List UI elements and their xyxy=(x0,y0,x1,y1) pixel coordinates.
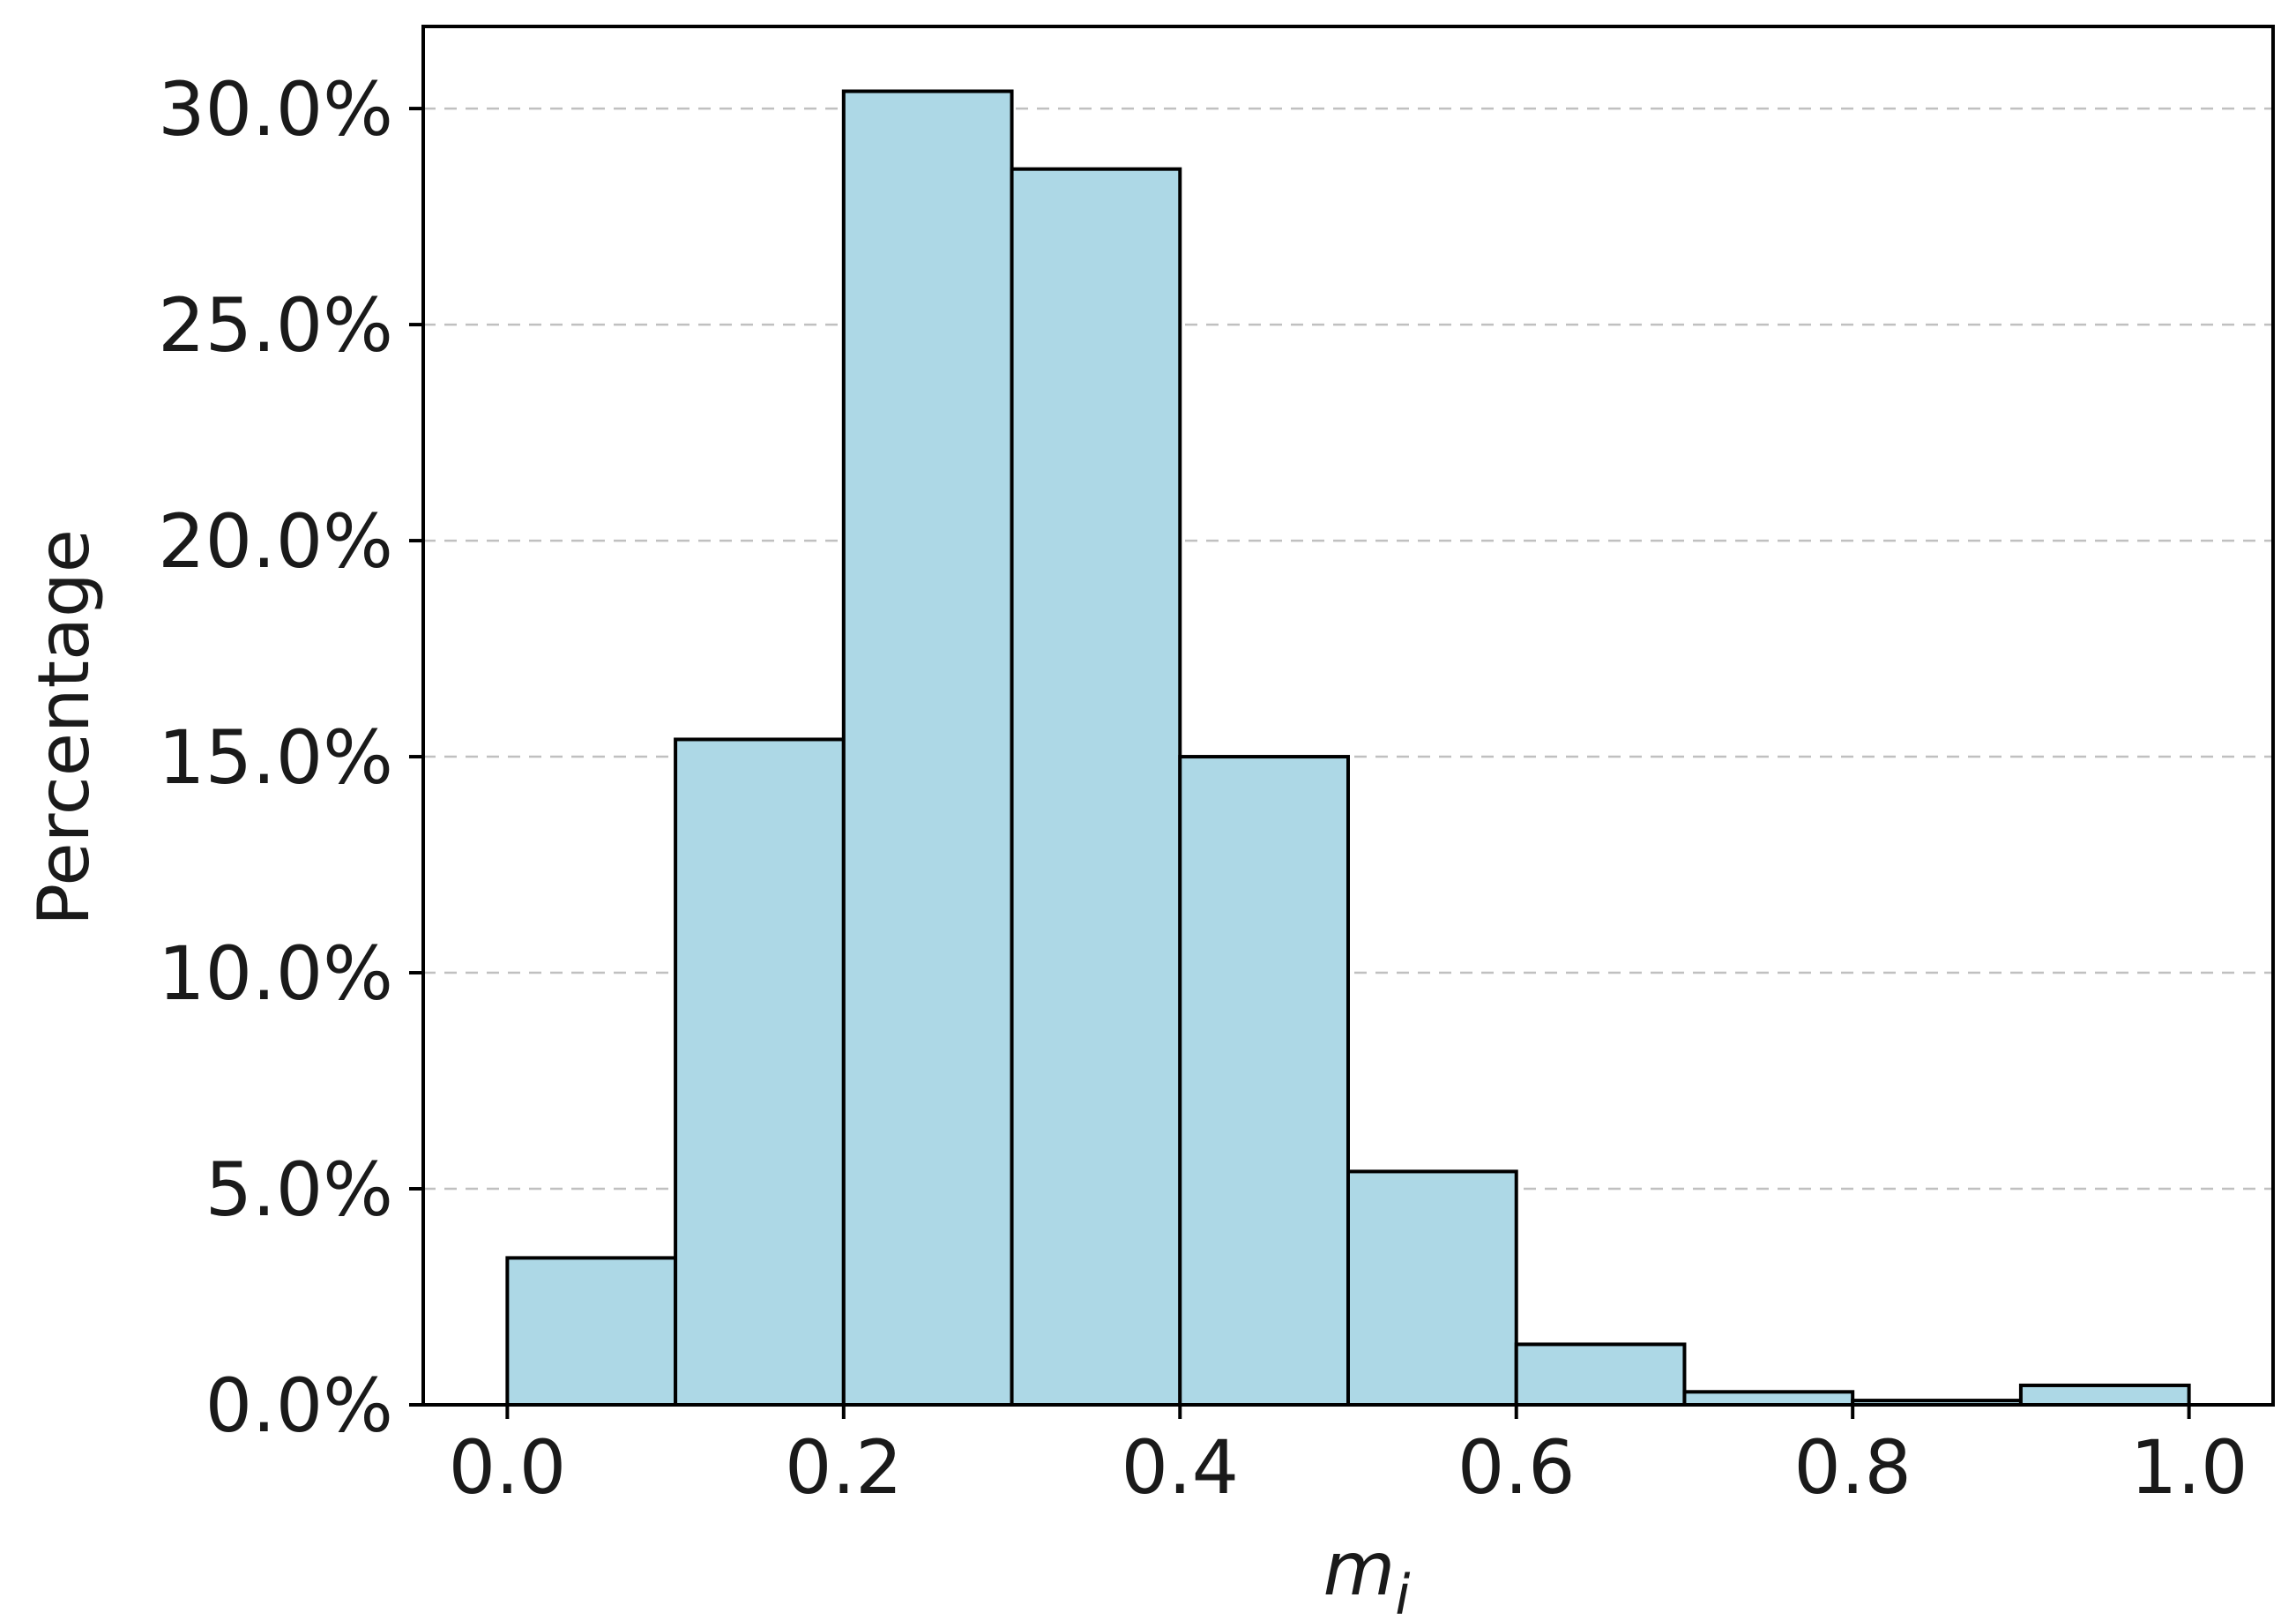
y-tick-label: 10.0% xyxy=(158,930,393,1017)
histogram-bar xyxy=(505,1256,678,1407)
histogram-bar xyxy=(1346,1169,1518,1407)
x-axis-label: mi xyxy=(1323,1526,1410,1620)
x-tick-label: 0.6 xyxy=(1457,1424,1576,1511)
x-tick-label: 1.0 xyxy=(2130,1424,2248,1511)
x-tick-label: 0.2 xyxy=(785,1424,903,1511)
y-axis-label: Percentage xyxy=(23,529,105,926)
y-tick-label: 5.0% xyxy=(205,1146,393,1233)
x-axis-label-main: m xyxy=(1323,1526,1395,1612)
histogram-bar xyxy=(1010,167,1182,1407)
histogram-bar xyxy=(841,89,1014,1407)
histogram-bar xyxy=(1514,1342,1687,1407)
y-axis-ticks: 0.0% 5.0% 10.0% 15.0% 20.0% 25.0% 30.0% xyxy=(158,66,423,1449)
histogram-bar xyxy=(2018,1383,2191,1407)
histogram-bar xyxy=(1682,1390,1855,1407)
x-tick-label: 0.8 xyxy=(1793,1424,1912,1511)
histogram-bar xyxy=(1178,755,1350,1407)
plot-frame xyxy=(421,25,2275,1407)
y-tick-label: 0.0% xyxy=(205,1362,393,1449)
x-tick-label: 0.4 xyxy=(1121,1424,1239,1511)
y-tick-label: 20.0% xyxy=(158,498,393,585)
y-tick-label: 30.0% xyxy=(158,66,393,153)
histogram-bar xyxy=(674,737,846,1407)
histogram-bars xyxy=(505,89,2191,1407)
x-axis-ticks: 0.0 0.2 0.4 0.6 0.8 1.0 xyxy=(449,1405,2248,1511)
x-tick-label: 0.0 xyxy=(449,1424,567,1511)
x-axis-label-subscript: i xyxy=(1395,1563,1410,1620)
y-tick-label: 25.0% xyxy=(158,282,393,369)
y-tick-label: 15.0% xyxy=(158,714,393,801)
